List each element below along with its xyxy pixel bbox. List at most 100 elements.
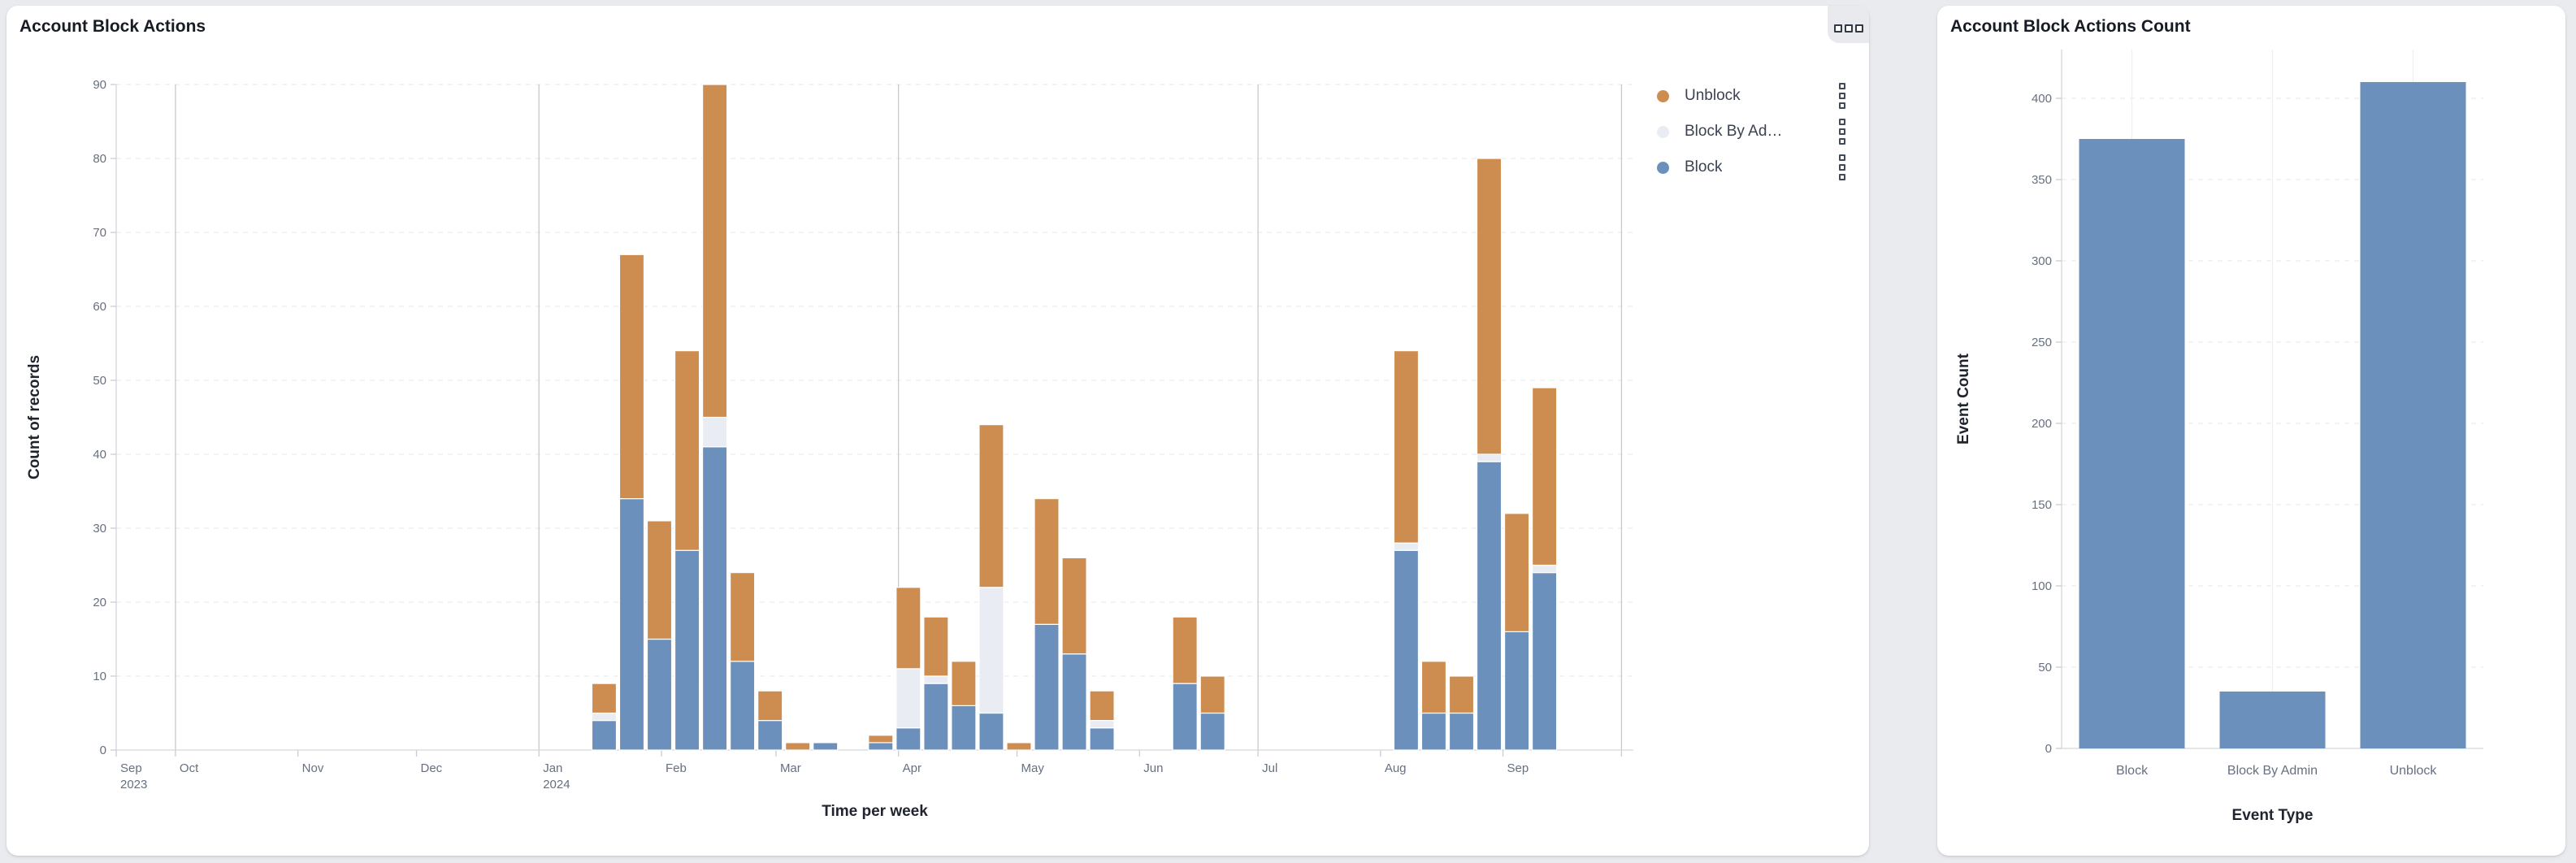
month-sublabel: 2024 (543, 778, 570, 791)
legend-item-unblock[interactable]: Unblock (1657, 83, 1862, 109)
bar-segment-block[interactable] (591, 719, 618, 751)
bar-segment-unblock[interactable] (618, 254, 645, 500)
bar-segment-unblock[interactable] (923, 616, 949, 677)
bar-segment-unblock[interactable] (1172, 616, 1198, 684)
bar-segment-unblock[interactable] (1006, 742, 1032, 751)
bar-segment-unblock[interactable] (1061, 557, 1087, 655)
bar-segment-block[interactable] (730, 661, 756, 751)
bar-segment-block[interactable] (978, 712, 1004, 751)
month-label: Feb (666, 761, 687, 775)
bar-segment-unblock[interactable] (646, 520, 673, 640)
y-tick-label: 80 (93, 152, 106, 166)
bar-segment-block[interactable] (951, 705, 977, 751)
bar-segment-block-by-admin[interactable] (896, 668, 922, 729)
y-tick-label: 0 (100, 744, 106, 757)
bar-segment-block[interactable] (1393, 549, 1420, 751)
bar-segment-unblock[interactable] (1089, 690, 1115, 722)
bar-segment-block[interactable] (1199, 712, 1225, 751)
bar-segment-block[interactable] (923, 683, 949, 751)
x-axis-title: Event Type (2232, 807, 2314, 824)
bar-segment-unblock[interactable] (1199, 675, 1225, 714)
bar-segment-block-by-admin[interactable] (591, 712, 618, 722)
bar-segment-unblock[interactable] (730, 571, 756, 662)
bar-segment-block[interactable] (1061, 653, 1087, 751)
bar-segment-block-by-admin[interactable] (701, 416, 728, 448)
bar-segment-block[interactable] (1503, 631, 1530, 751)
y-tick-label: 250 (2032, 336, 2052, 349)
bar-segment-unblock[interactable] (1531, 387, 1558, 566)
y-tick-label: 0 (2045, 742, 2052, 756)
month-label: Sep (120, 761, 142, 775)
bar-segment-unblock[interactable] (978, 423, 1004, 588)
bar-unblock[interactable] (2360, 82, 2466, 748)
bar-segment-block-by-admin[interactable] (1476, 453, 1503, 462)
bar-segment-unblock[interactable] (1476, 158, 1503, 455)
bar-chart: 0 50 100 150 200 250 300 350 400 Block Block By Ad… (1955, 50, 2483, 824)
widget-title: Account Block Actions Count (1950, 17, 2191, 36)
y-tick-label: 60 (93, 300, 106, 314)
bar-segment-unblock[interactable] (757, 690, 783, 722)
bar-block-by-admin[interactable] (2219, 692, 2326, 748)
legend-item-block[interactable]: Block (1657, 154, 1862, 180)
bar-segment-unblock[interactable] (1034, 497, 1060, 625)
bar-segment-block[interactable] (1531, 571, 1558, 751)
bar-segment-block[interactable] (646, 638, 673, 751)
y-tick-label: 400 (2032, 92, 2052, 106)
bar-segment-unblock[interactable] (701, 84, 728, 418)
bar-segment-block[interactable] (1448, 712, 1475, 751)
bar-segment-unblock[interactable] (896, 587, 922, 670)
chart-legend: Unblock Block By Ad… Block (1657, 83, 1862, 180)
square-icon (1844, 24, 1853, 33)
legend-item-menu-icon[interactable] (1839, 83, 1845, 109)
bar-segment-block[interactable] (1420, 712, 1447, 751)
month-label: Mar (780, 761, 801, 775)
bar-segment-block[interactable] (896, 727, 922, 751)
y-tick-label: 10 (93, 670, 106, 683)
bar-segment-unblock[interactable] (1393, 350, 1420, 544)
square-icon (1833, 24, 1842, 33)
bar-segment-block-by-admin[interactable] (1531, 564, 1558, 574)
legend-item-menu-icon[interactable] (1839, 154, 1845, 180)
bar-segment-block[interactable] (674, 549, 700, 751)
y-tick-label: 350 (2032, 173, 2052, 187)
legend-item-block-by-admin[interactable]: Block By Ad… (1657, 119, 1862, 145)
bar-segment-block-by-admin[interactable] (923, 675, 949, 684)
bar-segment-block[interactable] (1034, 623, 1060, 751)
bar-segment-block[interactable] (701, 446, 728, 751)
bar-segment-block[interactable] (618, 497, 645, 751)
bar-segment-block-by-admin[interactable] (978, 587, 1004, 714)
bar-segment-block[interactable] (868, 742, 894, 751)
y-tick-label: 20 (93, 596, 106, 609)
bar-segment-block[interactable] (1089, 727, 1115, 751)
bar-segment-block[interactable] (757, 719, 783, 751)
month-label: Apr (903, 761, 922, 775)
bar-segment-unblock[interactable] (591, 683, 618, 714)
bar-segment-unblock[interactable] (1503, 513, 1530, 632)
square-icon (1854, 24, 1863, 33)
widget-account-block-actions-count: Account Block Actions Count 0 50 100 150 200… (1937, 6, 2565, 856)
bar-segment-unblock[interactable] (785, 742, 811, 751)
y-tick-label: 150 (2032, 498, 2052, 512)
bar-segment-unblock[interactable] (951, 661, 977, 706)
month-label: May (1021, 761, 1045, 775)
month-label: Nov (302, 761, 324, 775)
bar-segment-block-by-admin[interactable] (1393, 542, 1420, 551)
bar-segment-unblock[interactable] (1420, 661, 1447, 714)
widget-options-button[interactable] (1828, 6, 1869, 43)
category-label: Block (2116, 764, 2149, 778)
bar-segment-unblock[interactable] (1448, 675, 1475, 714)
widget-account-block-actions: Account Block Actions Sep 2023 Oct Nov Dec Ja… (7, 6, 1869, 856)
bar-segment-block-by-admin[interactable] (1089, 719, 1115, 729)
bar-segment-block[interactable] (1172, 683, 1198, 751)
y-tick-label: 30 (93, 522, 106, 536)
bar-segment-unblock[interactable] (674, 350, 700, 551)
month-label: Jun (1143, 761, 1163, 775)
bar-segment-block[interactable] (813, 742, 839, 751)
legend-swatch-block (1657, 161, 1669, 174)
y-tick-label: 90 (93, 78, 106, 92)
bar-block[interactable] (2079, 139, 2185, 748)
legend-item-menu-icon[interactable] (1839, 119, 1845, 145)
bar-segment-unblock[interactable] (868, 735, 894, 744)
bar-segment-block[interactable] (1476, 461, 1503, 751)
category-label: Block By Admin (2227, 764, 2318, 778)
